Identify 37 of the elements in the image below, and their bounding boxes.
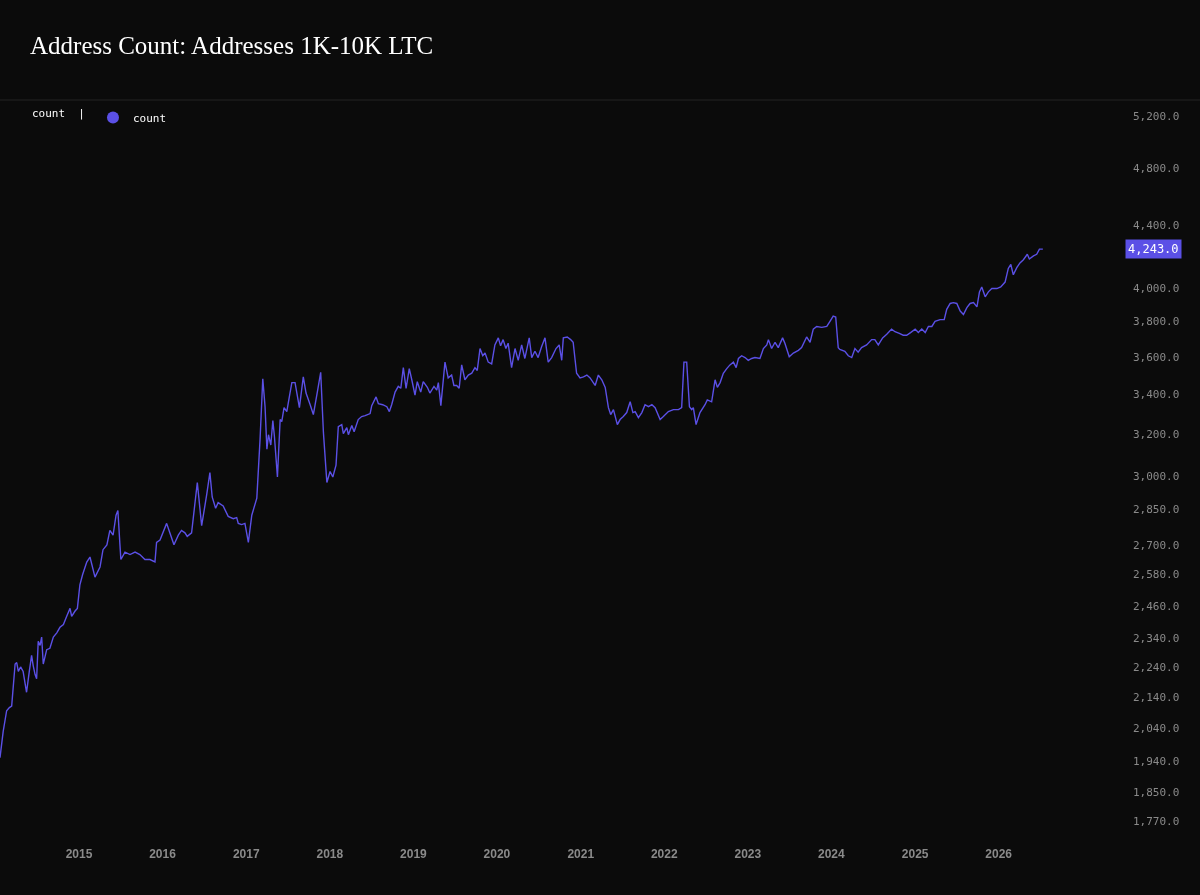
x-tick-label: 2025 [901,847,929,861]
y-tick-label: 4,400.0 [1133,219,1180,233]
line-series [0,248,1044,759]
legend-title: count | [32,107,85,121]
text: 4,243.0 [1128,242,1179,256]
y-tick-label: 3,200.0 [1133,427,1180,441]
y-tick-label: 1,940.0 [1133,754,1180,768]
legend-label: count [132,111,167,125]
x-tick-label: 2015 [65,847,93,861]
y-tick-label: 2,340.0 [1133,632,1180,646]
chart-title: Address Count: Addresses 1K-10K LTC [30,31,434,59]
x-tick-label: 2021 [567,847,595,861]
y-tick-label: 1,850.0 [1133,785,1180,799]
y-tick-label: 2,700.0 [1133,538,1180,552]
y-tick-label: 3,400.0 [1133,387,1180,401]
y-tick-label: 2,580.0 [1133,568,1180,582]
y-tick-label: 2,140.0 [1133,690,1180,704]
y-tick-label: 4,800.0 [1133,162,1180,176]
x-tick-label: 2017 [232,847,260,861]
y-tick-label: 5,200.0 [1133,110,1180,123]
x-tick-label: 2018 [316,847,344,861]
y-tick-label: 2,240.0 [1133,660,1180,674]
x-tick-label: 2019 [400,847,428,861]
y-tick-label: 3,800.0 [1133,315,1180,329]
x-tick-label: 2024 [818,847,846,861]
y-tick-label: 4,000.0 [1133,281,1180,295]
y-tick-label: 3,000.0 [1133,469,1180,483]
y-tick-label: 2,850.0 [1133,503,1180,517]
y-tick-label: 3,600.0 [1133,350,1180,364]
x-tick-label: 2016 [149,847,177,861]
x-tick-label: 2023 [734,847,762,861]
y-tick-label: 1,770.0 [1133,814,1180,828]
x-tick-label: 2026 [985,847,1013,861]
y-tick-label: 2,040.0 [1133,722,1180,735]
y-tick-label: 2,460.0 [1133,599,1180,613]
x-tick-label: 2022 [650,847,678,861]
x-tick-label: 2020 [483,847,511,861]
